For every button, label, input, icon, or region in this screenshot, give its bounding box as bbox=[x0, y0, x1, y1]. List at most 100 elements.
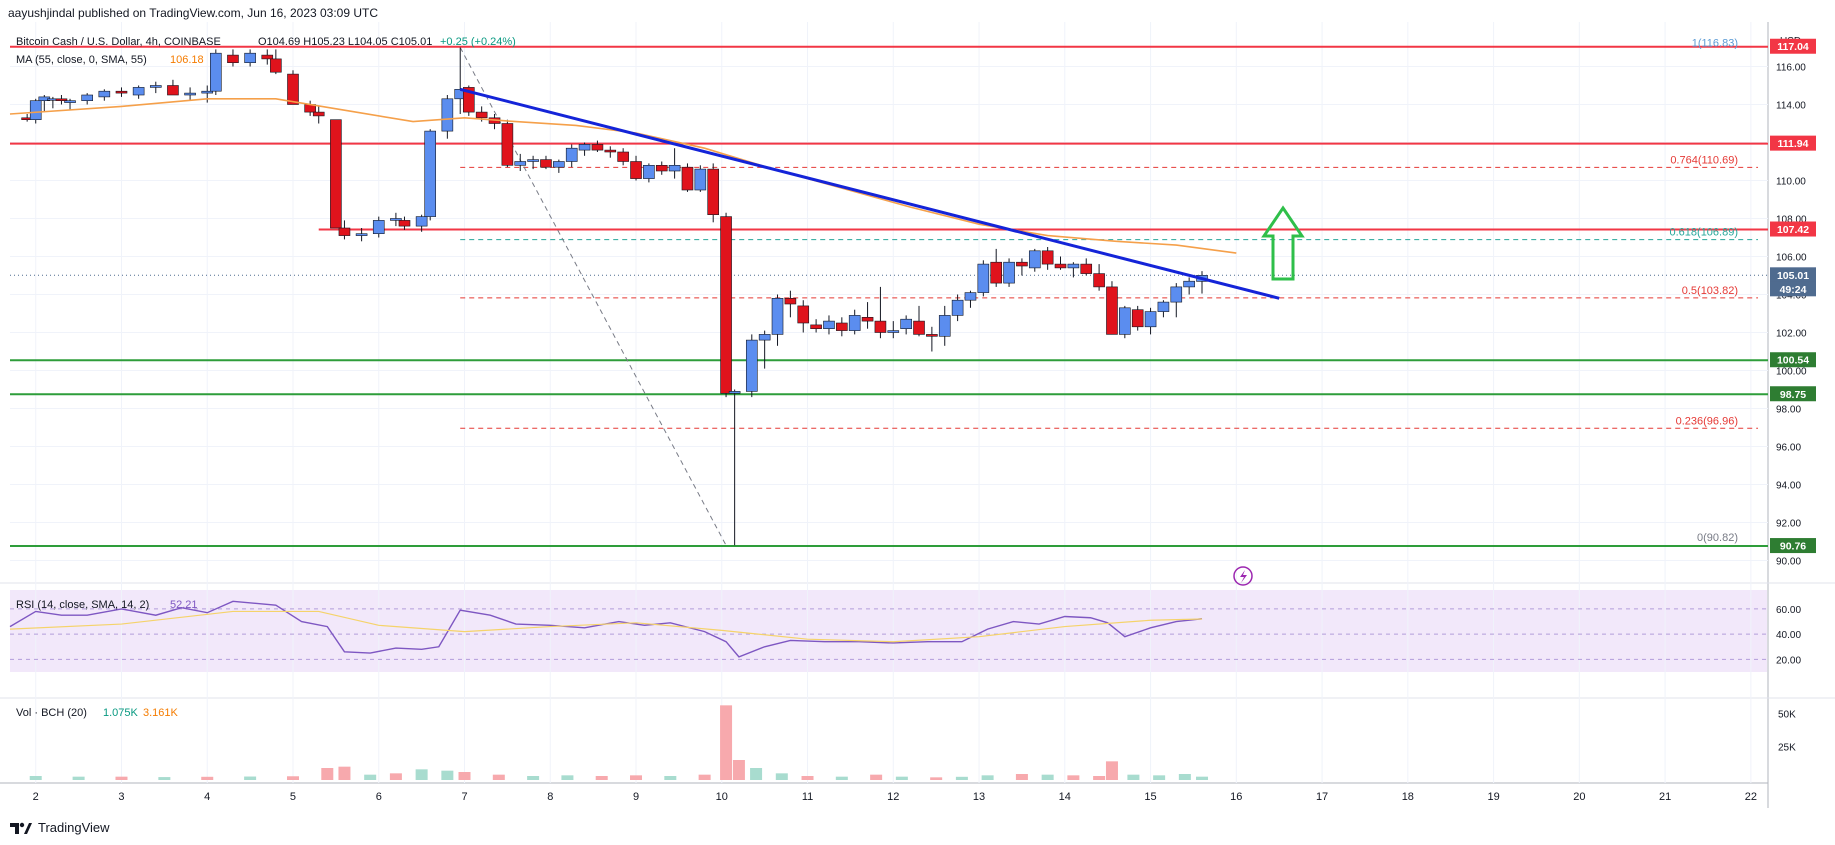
price-tick-label: 94.00 bbox=[1776, 481, 1801, 492]
date-tick-label: 16 bbox=[1230, 791, 1242, 803]
price-badge bbox=[1770, 221, 1816, 237]
candle-body bbox=[227, 54, 239, 63]
date-tick-label: 21 bbox=[1659, 791, 1671, 803]
volume-bar bbox=[158, 777, 171, 780]
price-badge bbox=[1770, 538, 1816, 554]
candle-body bbox=[270, 58, 282, 73]
candle-body bbox=[758, 334, 771, 341]
lightning-icon[interactable] bbox=[1233, 566, 1253, 586]
legend-ohlc: O104.69 H105.23 L104.05 C105.01 bbox=[258, 36, 432, 48]
volume-bar bbox=[1093, 776, 1106, 780]
date-tick-label: 14 bbox=[1059, 791, 1071, 803]
legend-vol-label: Vol · BCH (20) bbox=[16, 707, 87, 719]
volume-bar bbox=[415, 769, 428, 780]
candle-body bbox=[64, 100, 76, 103]
date-tick-label: 7 bbox=[461, 791, 467, 803]
volume-bar bbox=[115, 776, 128, 780]
tradingview-brand[interactable]: TradingView bbox=[10, 820, 110, 835]
date-tick-label: 18 bbox=[1402, 791, 1414, 803]
candle-body bbox=[1041, 250, 1054, 265]
volume-bar bbox=[441, 770, 454, 780]
legend-ma-label: MA (55, close, 0, SMA, 55) bbox=[16, 54, 147, 66]
candle-body bbox=[836, 322, 848, 331]
date-tick-label: 12 bbox=[887, 791, 899, 803]
date-tick-label: 22 bbox=[1745, 791, 1757, 803]
volume-bar bbox=[664, 776, 677, 780]
candle-body bbox=[951, 299, 964, 316]
date-tick-label: 8 bbox=[547, 791, 553, 803]
published-header: aayushjindal published on TradingView.co… bbox=[8, 6, 379, 20]
bearish-trendline[interactable] bbox=[459, 87, 1280, 300]
rsi-tick-label: 20.00 bbox=[1776, 655, 1801, 666]
volume-bar bbox=[1178, 774, 1191, 780]
candle-body bbox=[1093, 273, 1105, 288]
price-badge bbox=[1770, 352, 1816, 368]
candle-body bbox=[938, 315, 951, 337]
volume-bar bbox=[1105, 761, 1118, 780]
candle-body bbox=[823, 320, 835, 330]
candle-body bbox=[527, 159, 539, 162]
date-tick-label: 11 bbox=[802, 791, 813, 803]
candle-body bbox=[355, 233, 368, 236]
candle-body bbox=[1028, 250, 1041, 269]
fib-level-label: 0(90.82) bbox=[1697, 532, 1738, 544]
legend-vol-value2: 3.161K bbox=[143, 707, 179, 719]
volume-bar bbox=[561, 775, 574, 780]
volume-bar bbox=[895, 776, 908, 780]
price-badge bbox=[1770, 281, 1816, 297]
candle-body bbox=[655, 165, 668, 172]
price-badge-label: 117.04 bbox=[1777, 41, 1809, 53]
volume-bar bbox=[595, 776, 608, 780]
candle-body bbox=[149, 85, 162, 88]
candle-body bbox=[462, 87, 475, 113]
volume-bar bbox=[338, 766, 351, 780]
volume-bar bbox=[29, 776, 42, 780]
price-badge-label: 90.76 bbox=[1780, 541, 1806, 553]
fib-level-label: 0.5(103.82) bbox=[1682, 285, 1738, 297]
date-tick-label: 6 bbox=[376, 791, 382, 803]
candle-body bbox=[578, 144, 591, 151]
volume-bar bbox=[389, 773, 402, 780]
candle-body bbox=[81, 94, 93, 101]
price-badge bbox=[1770, 267, 1816, 283]
candle-body bbox=[1067, 263, 1080, 269]
candle-body bbox=[874, 320, 887, 333]
volume-bar bbox=[698, 774, 711, 780]
candle-body bbox=[312, 111, 325, 117]
price-badge-label: 107.42 bbox=[1777, 224, 1809, 236]
price-tick-label: 98.00 bbox=[1776, 405, 1801, 416]
candle-body bbox=[728, 391, 741, 394]
candle-body bbox=[900, 318, 912, 330]
volume-bar bbox=[1196, 776, 1209, 780]
date-tick-label: 13 bbox=[973, 791, 985, 803]
candle-body bbox=[330, 119, 342, 229]
candle-body bbox=[720, 216, 732, 394]
rsi-tick-label: 60.00 bbox=[1776, 605, 1801, 616]
price-badge bbox=[1770, 135, 1816, 151]
volume-bar bbox=[720, 705, 733, 780]
price-tick-label: 116.00 bbox=[1776, 63, 1806, 74]
candle-body bbox=[1054, 263, 1067, 269]
price-badge bbox=[1770, 38, 1816, 54]
candle-body bbox=[115, 90, 128, 94]
candle-body bbox=[338, 227, 351, 236]
candle-body bbox=[784, 297, 797, 305]
date-tick-label: 19 bbox=[1487, 791, 1499, 803]
volume-bar bbox=[1015, 774, 1028, 780]
candle-body bbox=[390, 218, 402, 221]
candle-body bbox=[694, 168, 707, 191]
candle-body bbox=[617, 151, 629, 162]
candle-body bbox=[501, 123, 514, 166]
up-arrow-annotation bbox=[1261, 205, 1305, 281]
rsi-tick-label: 40.00 bbox=[1776, 630, 1801, 641]
rsi-band bbox=[10, 590, 1767, 672]
candle-body bbox=[1170, 286, 1183, 303]
date-tick-label: 4 bbox=[204, 791, 210, 803]
price-tick-label: 102.00 bbox=[1776, 329, 1807, 340]
price-badge-label: 100.54 bbox=[1777, 355, 1809, 367]
price-tick-label: 90.00 bbox=[1776, 557, 1801, 568]
candle-body bbox=[977, 263, 990, 293]
price-tick-label: 110.00 bbox=[1776, 177, 1806, 188]
candle-body bbox=[441, 98, 454, 132]
